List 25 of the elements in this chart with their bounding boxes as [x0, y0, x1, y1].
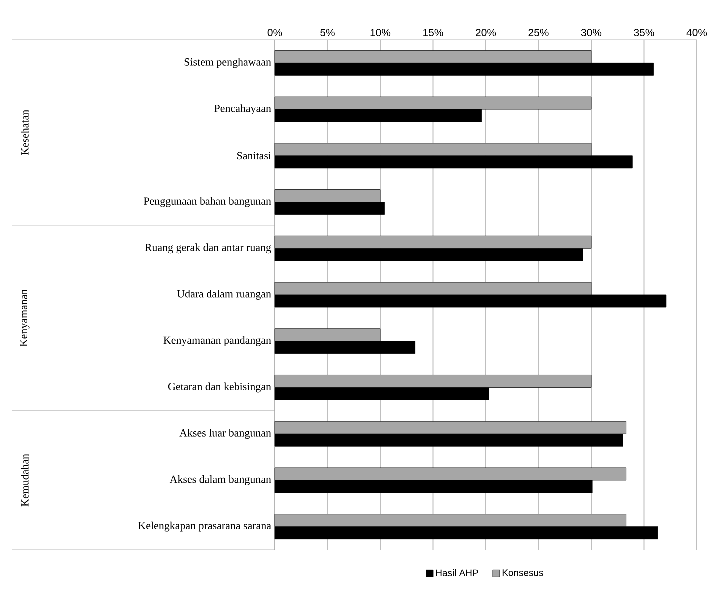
y-tick-label: Penggunaan bahan bangunan — [144, 197, 272, 208]
text: Kemudahan — [21, 454, 29, 507]
legend-label: Hasil AHP — [436, 569, 478, 576]
x-tick-label: 25% — [528, 29, 549, 36]
x-tick-label: 15% — [424, 29, 444, 36]
y-tick-label: Pencahayaan — [214, 104, 272, 115]
x-tick-label: 10% — [370, 29, 391, 36]
x-tick-label: 30% — [581, 29, 602, 36]
y-tick-label: Akses dalam bangunan — [170, 475, 272, 486]
y-tick-label: Kelengkapan prasarana sarana — [138, 522, 272, 532]
y-tick-label: Akses luar bangunan — [180, 429, 272, 440]
y-tick-label: Sistem penghawaan — [184, 58, 272, 68]
text: Kesehatan — [21, 110, 29, 156]
text: Kenyamanan — [20, 289, 30, 347]
x-tick-label: 5% — [320, 29, 335, 36]
y-tick-label: Ruang gerak dan antar ruang — [145, 244, 272, 254]
y-tick-label: Getaran dan kebisingan — [168, 382, 272, 393]
x-tick-label: 0% — [268, 29, 282, 36]
x-tick-label: 40% — [686, 29, 708, 36]
x-tick-label: 20% — [476, 29, 496, 36]
x-tick-label: 35% — [634, 29, 654, 36]
legend-label: Konsesus — [502, 570, 544, 576]
y-tick-label: Sanitasi — [238, 152, 272, 160]
y-tick-label: Udara dalam ruangan — [177, 290, 272, 300]
y-tick-label: Kenyamanan pandangan — [164, 336, 272, 346]
